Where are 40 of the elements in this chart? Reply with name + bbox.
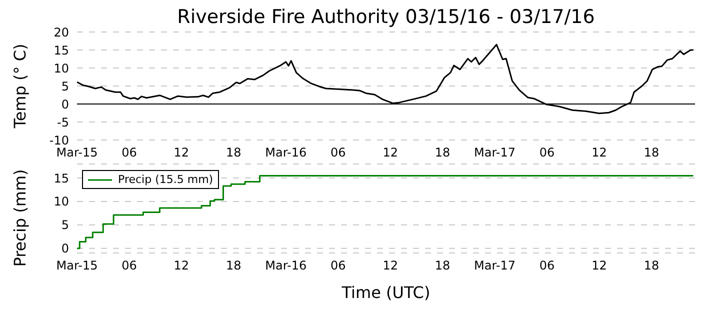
y-tick-label: -5 (57, 115, 69, 130)
x-tick-label: Mar-17 (474, 258, 516, 273)
x-tick-label: 18 (644, 146, 660, 160)
x-tick-label: 18 (226, 258, 242, 273)
y-tick-label: 15 (54, 171, 69, 186)
y-tick-label: 0 (61, 242, 69, 256)
y-axis-title: Precip (mm) (10, 169, 30, 267)
x-tick-label: 18 (434, 258, 450, 273)
y-tick-label: 5 (61, 218, 69, 232)
y-tick-label: 5 (61, 79, 69, 94)
x-tick-label: 18 (226, 146, 242, 160)
x-tick-label: 06 (539, 146, 555, 160)
x-tick-label: Mar-17 (474, 146, 516, 160)
x-tick-label: 06 (330, 258, 346, 273)
x-tick-label: Mar-16 (265, 258, 307, 273)
x-tick-label: 12 (382, 146, 398, 160)
x-tick-label: 06 (122, 258, 137, 273)
legend-label: Precip (15.5 mm) (118, 173, 214, 186)
x-tick-label: 12 (382, 258, 398, 273)
x-tick-label: 18 (434, 146, 450, 160)
x-tick-label: Mar-16 (265, 146, 307, 160)
x-axis-title: Time (UTC) (340, 283, 430, 302)
x-tick-label: 12 (592, 258, 607, 273)
x-tick-label: 06 (330, 146, 346, 160)
y-tick-label: -10 (49, 133, 69, 148)
y-tick-label: 10 (54, 194, 69, 209)
x-tick-label: Mar-15 (56, 146, 98, 160)
x-tick-label: 12 (174, 258, 190, 273)
y-tick-label: 0 (61, 97, 69, 112)
x-tick-label: 06 (539, 258, 555, 273)
x-tick-label: 12 (592, 146, 607, 160)
x-tick-label: Mar-15 (56, 258, 98, 273)
y-tick-label: 10 (54, 61, 69, 76)
x-tick-label: 06 (122, 146, 137, 160)
x-tick-label: 18 (644, 258, 660, 273)
y-tick-label: 20 (54, 25, 69, 40)
y-tick-label: 15 (54, 43, 69, 58)
x-tick-label: 12 (174, 146, 190, 160)
chart-title: Riverside Fire Authority 03/15/16 - 03/17/16 (177, 6, 595, 28)
y-axis-title: Temp (° C) (10, 44, 30, 128)
